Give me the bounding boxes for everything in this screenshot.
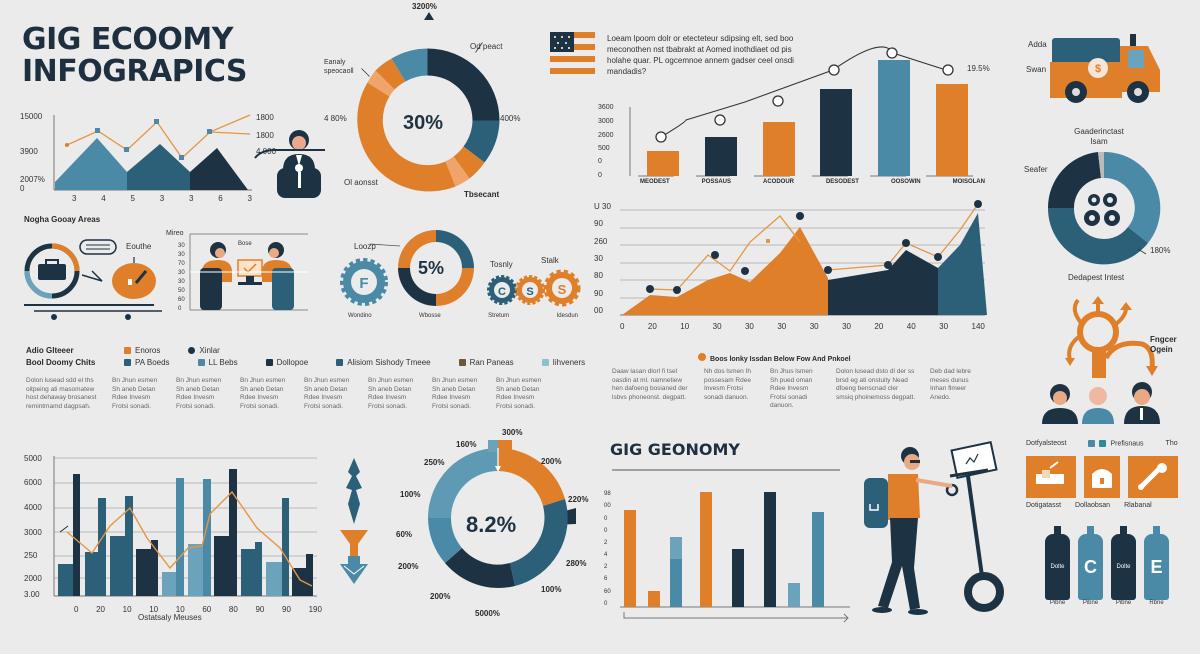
bottle: E [1144,526,1169,600]
bottom-left-bar-chart [53,456,317,597]
areas-chart-label: Mireo [166,230,184,237]
text-column: Bn Jhun esmen Sh aneb Detan Rdee Invesm … [176,377,222,410]
legend-item: Enoros [124,346,160,355]
legend-item: Xinlar [188,346,220,355]
arrow-stack-icon [340,458,368,584]
funnel-label: Fngcer Ogein [1150,335,1177,354]
areas-bubble-label: Eouthe [126,242,152,251]
bottle: Dolte [1045,526,1070,600]
title-line-1: GIG ECOOMY [22,22,233,57]
tiles-captions: Dotigatasst Dollaobsan Rlabanal [1026,502,1152,509]
bottom-bar-xlabel: Ostatsaly Meuses [138,613,202,622]
collaboration-illustration [189,233,308,311]
bottom-bar-xaxis: 0 20 10 10 10 60 80 90 90 190 [74,605,322,614]
top-left-area-chart [53,114,252,191]
annotation: 1800 [256,113,274,122]
svg-text:$: $ [1095,63,1101,75]
bottom-donut-chart [428,440,576,588]
truck-label-2: Swan [1026,65,1047,74]
right-donut-title: Gaaderinctast Isam [1074,127,1124,146]
delivery-truck-icon: $ [1050,34,1160,103]
right-donut-chart [1047,151,1161,265]
donut-top-label: 3200% [412,2,437,11]
gears-label-2: Tosnly [490,260,513,269]
truck-label-1: Adda [1028,40,1047,49]
text-column: Bn Jhun esmen Sh aneb Detan Rdee Invesm … [368,377,414,410]
middle-area-chart [620,200,987,316]
bottles-captions: Pibne Pibne Pibne Rbne [1049,600,1164,606]
title-line-2: INFOGRAPICS [22,54,248,89]
top-left-chart-xaxis: 3 4 5 3 3 6 3 [72,194,252,203]
text-column: Bn Jhun esmen Sh aneb Detan Rdee Invesm … [112,377,158,410]
text-column: Bn Jhun esmen Sh aneb Detan Rdee Invesm … [304,377,350,410]
tile-dispatch [1026,456,1076,498]
bottle: Dolte [1111,526,1136,600]
legend-item: Alisiom Sishody Tmeee [336,358,431,367]
gears-center-label: 5% [418,258,445,278]
svg-text:S: S [558,282,567,297]
bottom-donut-center-label: 8.2% [466,512,517,537]
briefcase-ring-icon [24,239,162,320]
walking-worker-illustration [864,440,1004,615]
bottom-bars-title: GIG GEONOMY [610,440,740,459]
legend-item: Dollopoe [265,358,308,367]
text-column: Bn Jhun esmen Sh aneb Detan Rdee Invesm … [432,377,478,410]
text-column: Dolon lusead sdd el ths oitpeing ati mas… [26,377,97,410]
gears-sublabels: Wondino Wbosse Stretum Idesdun [348,313,578,319]
legend-item: LL Bebs [197,358,238,367]
bottle: C [1078,526,1103,600]
collab-inner-label: Bose [238,241,252,247]
bottles-row: Dolte C Dolte E [1045,526,1169,600]
tiles-legend: Dotfyalsteost Prefisnaus Tho [1026,440,1178,448]
legend-item: PA Boeds [124,358,170,367]
tile-delivery [1084,456,1120,498]
top-bar-annotation: 19.5% [967,64,990,73]
top-bar-chart-xaxis: MEODEST POSSAUS ACODOUR DESODEST OOSOWIN… [640,179,985,185]
top-donut-center-label: 30% [403,112,444,134]
gears-illustration: F C S S [340,230,581,307]
mid-legend-text: Daaw lasan dlorl fi tsel oasdin at ml. n… [612,368,971,409]
flag-icon [550,32,595,74]
category-tiles [1026,456,1178,498]
tools-icon [1138,463,1167,490]
donut-top-arrow-icon [424,12,434,20]
package-icon [1092,469,1112,488]
page-title: GIG ECOOMY INFOGRAPICS [22,22,248,89]
svg-text:C: C [498,286,506,298]
tile-tools [1128,456,1178,498]
text-column: Bn Jhun esmen Sh aneb Detan Rdee Invesm … [240,377,286,410]
text-column: Bn Jhun esmen Sh aneb Detan Rdee Invesm … [496,377,542,410]
legend-item: Ran Paneas [458,358,514,367]
legend-item: Iihveners [541,358,585,367]
title-underline [612,469,840,471]
middle-area-xaxis: 0 20 10 30 30 30 30 30 20 40 30 140 [620,322,985,331]
mid-legend-label: Boos lonky Issdan Below Fow And Pnkoel [698,348,851,366]
areas-title: Nogha Gooay Areas [24,215,101,224]
gig-geonomy-bar-chart [620,492,850,623]
intro-paragraph: Loeam lpoom dolr or etecteteur sdipsing … [607,34,794,76]
decision-arrows-illustration [1042,296,1160,424]
gears-label-1: Loozp [354,242,376,251]
top-donut-chart [357,42,500,192]
legend-block: Adio Glteeer Enoros Xinlar Bool Doomy Ch… [26,346,586,410]
top-bar-line-chart [629,46,973,177]
svg-text:F: F [359,275,368,292]
gears-label-3: Stalk [541,256,559,265]
svg-text:S: S [526,286,533,298]
workbench-icon [1036,461,1064,484]
annotation: 1800 [256,131,274,140]
worker-at-desk-icon [254,130,325,198]
